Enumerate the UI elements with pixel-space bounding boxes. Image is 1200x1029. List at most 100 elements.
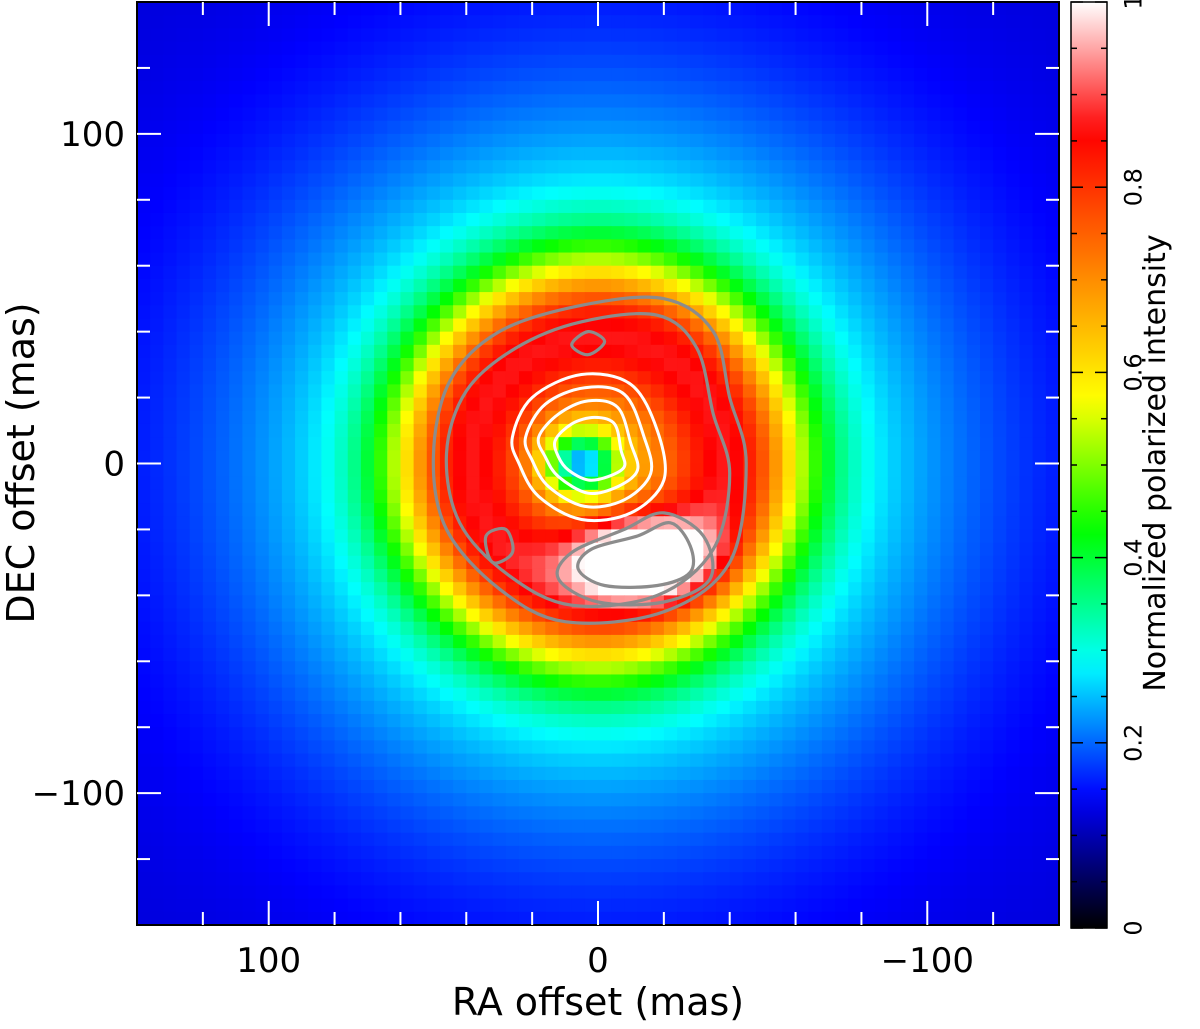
heatmap-cell: [848, 740, 863, 755]
heatmap-cell: [677, 489, 691, 504]
heatmap-cell: [466, 753, 481, 768]
heatmap-cell: [150, 2, 164, 16]
heatmap-cell: [611, 265, 625, 280]
heatmap-cell: [387, 806, 402, 821]
heatmap-cell: [163, 384, 178, 399]
heatmap-cell: [598, 674, 612, 689]
heatmap-cell: [795, 555, 810, 570]
heatmap-cell: [690, 212, 704, 227]
heatmap-cell: [953, 305, 968, 320]
heatmap-cell: [729, 160, 744, 175]
heatmap-cell: [1032, 476, 1047, 491]
heatmap-cell: [137, 133, 151, 148]
heatmap-cell: [505, 120, 520, 135]
heatmap-cell: [1032, 503, 1047, 517]
heatmap-cell: [848, 529, 863, 544]
heatmap-cell: [268, 423, 283, 438]
heatmap-cell: [835, 463, 849, 478]
heatmap-cell: [137, 463, 151, 478]
heatmap-cell: [295, 463, 309, 478]
heatmap-cell: [532, 120, 546, 135]
heatmap-cell: [1032, 160, 1047, 175]
heatmap-cell: [295, 331, 309, 346]
heatmap-cell: [571, 779, 586, 794]
heatmap-cell: [874, 634, 889, 649]
heatmap-cell: [716, 120, 731, 135]
heatmap-cell: [505, 555, 520, 570]
heatmap-cell: [137, 278, 151, 293]
heatmap-cell: [558, 81, 573, 95]
heatmap-cell: [255, 740, 270, 755]
heatmap-cell: [492, 634, 507, 649]
heatmap-cell: [255, 753, 270, 768]
heatmap-cell: [887, 147, 902, 161]
heatmap-cell: [479, 898, 494, 913]
heatmap-cell: [545, 542, 560, 557]
heatmap-cell: [795, 2, 810, 16]
heatmap-cell: [453, 252, 467, 267]
heatmap-cell: [479, 423, 494, 438]
heatmap-cell: [637, 212, 652, 227]
heatmap-cell: [571, 54, 586, 69]
heatmap-cell: [900, 568, 915, 583]
heatmap-cell: [953, 81, 968, 95]
heatmap-cell: [808, 67, 823, 82]
heatmap-cell: [347, 120, 362, 135]
heatmap-cell: [782, 819, 797, 834]
heatmap-cell: [216, 212, 230, 227]
heatmap-cell: [650, 344, 665, 359]
heatmap-cell: [189, 582, 204, 596]
heatmap-cell: [716, 582, 731, 596]
heatmap-cell: [611, 766, 625, 781]
heatmap-cell: [558, 872, 573, 887]
heatmap-cell: [584, 503, 599, 517]
heatmap-cell: [927, 911, 942, 925]
heatmap-cell: [426, 753, 441, 768]
heatmap-cell: [835, 278, 849, 293]
heatmap-cell: [387, 186, 402, 201]
heatmap-cell: [690, 476, 704, 491]
heatmap-cell: [1032, 54, 1047, 69]
heatmap-cell: [505, 252, 520, 267]
heatmap-cell: [979, 186, 994, 201]
heatmap-cell: [360, 661, 375, 676]
heatmap-cell: [611, 753, 625, 768]
heatmap-cell: [281, 595, 296, 610]
heatmap-cell: [584, 700, 599, 715]
heatmap-cell: [545, 186, 560, 201]
heatmap-cell: [756, 278, 770, 293]
heatmap-cell: [308, 305, 322, 320]
heatmap-cell: [492, 819, 507, 834]
heatmap-cell: [439, 94, 454, 109]
heatmap-cell: [360, 358, 375, 372]
heatmap-cell: [637, 239, 652, 254]
heatmap-cell: [453, 753, 467, 768]
heatmap-cell: [835, 806, 849, 821]
heatmap-cell: [479, 753, 494, 768]
heatmap-cell: [637, 753, 652, 768]
heatmap-cell: [966, 872, 981, 887]
heatmap-cell: [492, 529, 507, 544]
heatmap-cell: [650, 568, 665, 583]
heatmap-cell: [453, 318, 467, 333]
heatmap-cell: [663, 753, 678, 768]
heatmap-cell: [650, 94, 665, 109]
heatmap-cell: [716, 186, 731, 201]
heatmap-cell: [650, 766, 665, 781]
heatmap-cell: [769, 727, 783, 741]
heatmap-cell: [202, 94, 217, 109]
heatmap-cell: [966, 384, 981, 399]
heatmap-cell: [874, 81, 889, 95]
heatmap-cell: [953, 423, 968, 438]
heatmap-cell: [295, 753, 309, 768]
heatmap-cell: [518, 358, 533, 372]
heatmap-cell: [782, 212, 797, 227]
heatmap-cell: [571, 845, 586, 860]
heatmap-cell: [400, 305, 415, 320]
heatmap-cell: [202, 212, 217, 227]
heatmap-cell: [308, 859, 322, 873]
heatmap-cell: [466, 331, 481, 346]
heatmap-cell: [742, 832, 757, 847]
heatmap-cell: [993, 648, 1007, 662]
heatmap-cell: [966, 608, 981, 623]
